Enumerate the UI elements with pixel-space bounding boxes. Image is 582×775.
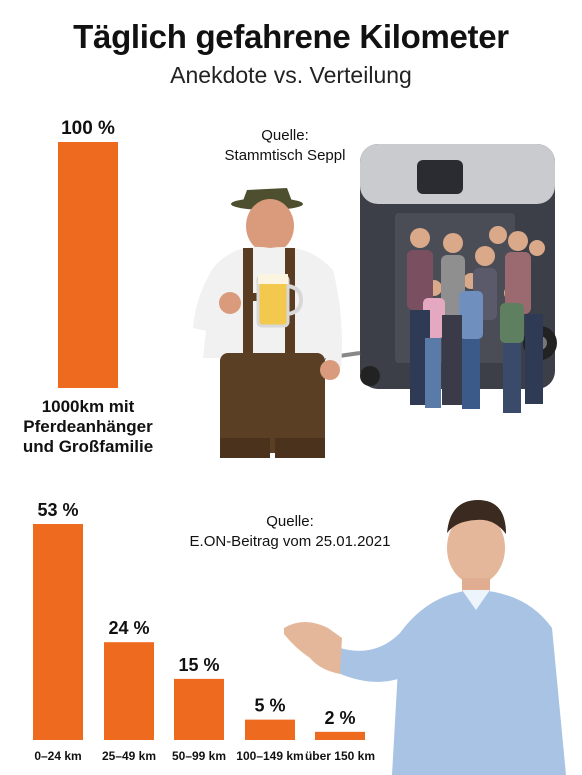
source-anecdote: Quelle: Stammtisch Seppl: [200, 126, 370, 166]
anecdote-category-label: 1000km mit: [42, 397, 135, 416]
anecdote-bar-value-label: 100 %: [61, 118, 115, 139]
distribution-bar: [174, 678, 224, 740]
presenter-man-image: [284, 500, 566, 775]
distribution-bar-value-label: 2 %: [324, 708, 355, 728]
source-distribution: Quelle: E.ON-Beitrag vom 25.01.2021: [180, 512, 400, 552]
distribution-bar: [33, 524, 83, 740]
distribution-bar-value-label: 15 %: [178, 655, 219, 675]
source-distribution-name: E.ON-Beitrag vom 25.01.2021: [189, 533, 391, 550]
source-distribution-label: Quelle:: [266, 513, 314, 530]
distribution-bar: [104, 642, 154, 740]
chart-title: Täglich gefahrene Kilometer: [73, 18, 509, 55]
distribution-category-label: über 150 km: [305, 749, 375, 763]
distribution-bar-value-label: 5 %: [254, 696, 285, 716]
anecdote-category-label: und Großfamilie: [23, 437, 153, 456]
source-anecdote-label: Quelle:: [261, 127, 309, 144]
anecdote-bar: [58, 142, 118, 388]
distribution-bar: [315, 731, 365, 740]
distribution-bar-value-label: 24 %: [108, 618, 149, 638]
chart-subtitle: Anekdote vs. Verteilung: [170, 62, 412, 88]
man-with-beer-and-family-trailer-image: [193, 144, 557, 458]
distribution-bar-value-label: 53 %: [37, 500, 78, 520]
source-anecdote-name: Stammtisch Seppl: [224, 147, 346, 164]
distribution-bar: [245, 719, 295, 740]
distribution-category-label: 50–99 km: [172, 749, 226, 763]
distribution-category-label: 100–149 km: [236, 749, 303, 763]
anecdote-category-label: Pferdeanhänger: [23, 417, 153, 436]
distribution-category-label: 0–24 km: [34, 749, 81, 763]
distribution-category-label: 25–49 km: [102, 749, 156, 763]
